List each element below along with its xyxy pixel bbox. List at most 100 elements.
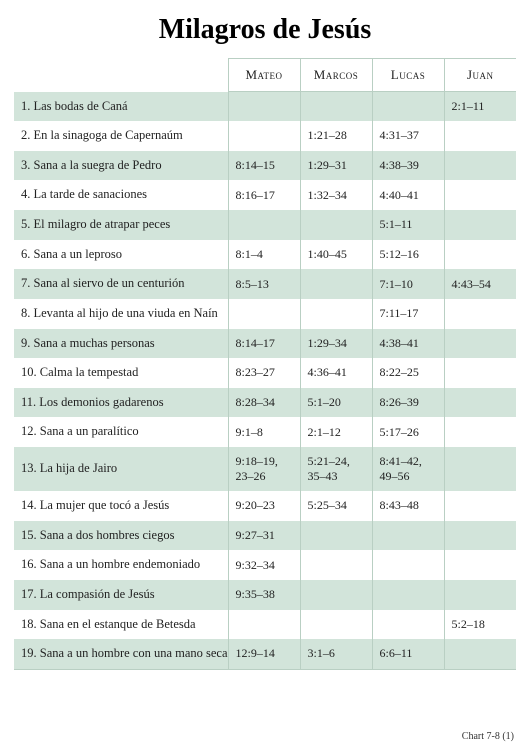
- table-row: 11. Los demonios gadarenos8:28–345:1–208…: [14, 388, 516, 418]
- scripture-reference: [444, 210, 516, 240]
- table-row: 3. Sana a la suegra de Pedro8:14–151:29–…: [14, 151, 516, 181]
- scripture-reference: 3:1–6: [300, 639, 372, 669]
- scripture-reference: [228, 210, 300, 240]
- miracle-description: 14. La mujer que tocó a Jesús: [14, 491, 228, 521]
- scripture-reference: [444, 550, 516, 580]
- scripture-reference: [444, 240, 516, 270]
- scripture-reference: [444, 180, 516, 210]
- scripture-reference: 8:14–15: [228, 151, 300, 181]
- scripture-reference: 5:25–34: [300, 491, 372, 521]
- scripture-reference: 8:28–34: [228, 388, 300, 418]
- table-row: 13. La hija de Jairo9:18–19, 23–265:21–2…: [14, 447, 516, 491]
- scripture-reference: [444, 329, 516, 359]
- miracle-description: 16. Sana a un hombre endemoniado: [14, 550, 228, 580]
- miracle-description: 12. Sana a un paralítico: [14, 417, 228, 447]
- col-header-juan: Juan: [444, 59, 516, 92]
- table-body: 1. Las bodas de Caná2:1–112. En la sinag…: [14, 92, 516, 670]
- scripture-reference: 1:29–31: [300, 151, 372, 181]
- scripture-reference: [228, 121, 300, 151]
- scripture-reference: [228, 299, 300, 329]
- table-row: 16. Sana a un hombre endemoniado9:32–34: [14, 550, 516, 580]
- table-row: 19. Sana a un hombre con una mano seca12…: [14, 639, 516, 669]
- scripture-reference: 8:22–25: [372, 358, 444, 388]
- scripture-reference: 9:35–38: [228, 580, 300, 610]
- miracle-description: 6. Sana a un leproso: [14, 240, 228, 270]
- chart-footer-label: Chart 7-8 (1): [462, 731, 514, 742]
- scripture-reference: [300, 210, 372, 240]
- scripture-reference: 4:38–39: [372, 151, 444, 181]
- miracle-description: 9. Sana a muchas personas: [14, 329, 228, 359]
- scripture-reference: [300, 92, 372, 122]
- miracle-description: 7. Sana al siervo de un centurión: [14, 269, 228, 299]
- table-row: 18. Sana en el estanque de Betesda5:2–18: [14, 610, 516, 640]
- scripture-reference: [372, 92, 444, 122]
- scripture-reference: [444, 151, 516, 181]
- miracle-description: 11. Los demonios gadarenos: [14, 388, 228, 418]
- table-row: 7. Sana al siervo de un centurión8:5–137…: [14, 269, 516, 299]
- scripture-reference: 4:31–37: [372, 121, 444, 151]
- scripture-reference: 8:43–48: [372, 491, 444, 521]
- scripture-reference: 9:20–23: [228, 491, 300, 521]
- scripture-reference: [300, 550, 372, 580]
- table-row: 8. Levanta al hijo de una viuda en Naín 7…: [14, 299, 516, 329]
- scripture-reference: 8:23–27: [228, 358, 300, 388]
- scripture-reference: 7:1–10: [372, 269, 444, 299]
- scripture-reference: 4:40–41: [372, 180, 444, 210]
- scripture-reference: 8:14–17: [228, 329, 300, 359]
- col-header-marcos: Marcos: [300, 59, 372, 92]
- scripture-reference: 5:2–18: [444, 610, 516, 640]
- miracle-description: 10. Calma la tempestad: [14, 358, 228, 388]
- scripture-reference: 4:36–41: [300, 358, 372, 388]
- miracle-description: 5. El milagro de atrapar peces: [14, 210, 228, 240]
- scripture-reference: [300, 610, 372, 640]
- scripture-reference: 2:1–11: [444, 92, 516, 122]
- page-title: Milagros de Jesús: [14, 14, 516, 46]
- table-row: 9. Sana a muchas personas8:14–171:29–344…: [14, 329, 516, 359]
- table-row: 6. Sana a un leproso8:1–41:40–455:12–16: [14, 240, 516, 270]
- miracle-description: 4. La tarde de sanaciones: [14, 180, 228, 210]
- scripture-reference: 8:41–42, 49–56: [372, 447, 444, 491]
- table-row: 10. Calma la tempestad8:23–274:36–418:22…: [14, 358, 516, 388]
- scripture-reference: 9:1–8: [228, 417, 300, 447]
- table-row: 12. Sana a un paralítico9:1–82:1–125:17–…: [14, 417, 516, 447]
- scripture-reference: 5:21–24, 35–43: [300, 447, 372, 491]
- scripture-reference: 1:32–34: [300, 180, 372, 210]
- scripture-reference: 5:1–20: [300, 388, 372, 418]
- scripture-reference: [300, 521, 372, 551]
- scripture-reference: [300, 299, 372, 329]
- scripture-reference: 1:40–45: [300, 240, 372, 270]
- scripture-reference: 4:43–54: [444, 269, 516, 299]
- scripture-reference: 5:17–26: [372, 417, 444, 447]
- scripture-reference: [228, 92, 300, 122]
- scripture-reference: [444, 417, 516, 447]
- scripture-reference: 2:1–12: [300, 417, 372, 447]
- scripture-reference: 5:12–16: [372, 240, 444, 270]
- table-row: 14. La mujer que tocó a Jesús9:20–235:25…: [14, 491, 516, 521]
- scripture-reference: 12:9–14: [228, 639, 300, 669]
- miracle-description: 8. Levanta al hijo de una viuda en Naín: [14, 299, 228, 329]
- col-header-lucas: Lucas: [372, 59, 444, 92]
- table-row: 1. Las bodas de Caná 2:1–11: [14, 92, 516, 122]
- scripture-reference: [372, 610, 444, 640]
- miracle-description: 13. La hija de Jairo: [14, 447, 228, 491]
- scripture-reference: [372, 580, 444, 610]
- miracle-description: 17. La compasión de Jesús: [14, 580, 228, 610]
- scripture-reference: [444, 447, 516, 491]
- table-row: 17. La compasión de Jesús9:35–38: [14, 580, 516, 610]
- scripture-reference: [444, 491, 516, 521]
- scripture-reference: 7:11–17: [372, 299, 444, 329]
- scripture-reference: [444, 299, 516, 329]
- scripture-reference: 9:18–19, 23–26: [228, 447, 300, 491]
- miracles-table: Mateo Marcos Lucas Juan 1. Las bodas de …: [14, 58, 516, 670]
- scripture-reference: [444, 121, 516, 151]
- scripture-reference: 9:27–31: [228, 521, 300, 551]
- miracle-description: 1. Las bodas de Caná: [14, 92, 228, 122]
- miracle-description: 15. Sana a dos hombres ciegos: [14, 521, 228, 551]
- col-header-mateo: Mateo: [228, 59, 300, 92]
- miracle-description: 3. Sana a la suegra de Pedro: [14, 151, 228, 181]
- scripture-reference: [372, 550, 444, 580]
- scripture-reference: 6:6–11: [372, 639, 444, 669]
- scripture-reference: [444, 388, 516, 418]
- scripture-reference: 8:1–4: [228, 240, 300, 270]
- col-header-empty: [14, 59, 228, 92]
